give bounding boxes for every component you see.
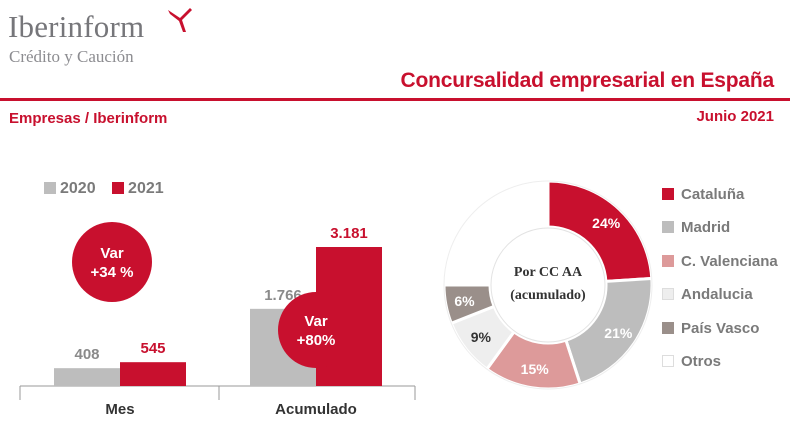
pie-legend-label: Otros (681, 352, 722, 370)
pie-legend-item: Otros (662, 353, 778, 386)
pie-legend-item: Madrid (662, 219, 778, 252)
legend-label-2020: 2020 (60, 180, 96, 197)
pie-outline (443, 180, 653, 390)
pie-legend-swatch (662, 288, 674, 301)
pie-legend-swatch (662, 354, 674, 367)
bar-2020-mes (54, 368, 120, 386)
pie-legend-item: C. Valenciana (662, 253, 778, 286)
legend-swatch-2020 (44, 182, 56, 194)
pie-legend-item: Cataluña (662, 186, 778, 219)
legend-item-2021: 2021 (112, 180, 164, 197)
variation-badge-title: Var (304, 313, 328, 330)
pie-legend-label: Cataluña (681, 186, 745, 203)
legend-item-2020: 2020 (44, 180, 100, 197)
brand-name: Iberinform (8, 9, 145, 44)
red-arrow-mark-icon (168, 8, 192, 32)
pie-center-label: Por CC AA (514, 265, 583, 280)
variation-badge-title: Var (100, 245, 124, 262)
bar-value-label: 408 (74, 346, 99, 363)
report-title: Concursalidad empresarial en España (400, 69, 775, 92)
bar-2021-mes (120, 362, 186, 386)
bar-legend: 2020 2021 (44, 180, 176, 198)
variation-badge (278, 292, 354, 368)
pie-legend-swatch (662, 321, 674, 334)
brand-subtitle: Crédito y Caución (9, 47, 134, 66)
pie-legend-label: C. Valenciana (681, 252, 778, 270)
legend-label-2021: 2021 (128, 180, 164, 197)
pie-center-label: (acumulado) (510, 288, 586, 303)
pie-legend-label: Madrid (681, 219, 731, 237)
period-label: Junio 2021 (696, 108, 774, 125)
x-tick-label: Acumulado (275, 401, 357, 418)
source-label: Empresas / Iberinform (9, 110, 168, 127)
variation-badge (72, 222, 152, 302)
bar-value-label: 545 (140, 340, 165, 357)
pie-legend-label: País Vasco (681, 319, 760, 337)
pie-legend: Cataluña Madrid C. Valenciana Andalucia País… (662, 186, 778, 386)
x-tick-label: Mes (105, 401, 134, 418)
variation-badge-value: +80% (297, 332, 336, 349)
pie-slice-label: 9% (471, 329, 492, 345)
pie-center (490, 227, 606, 343)
pie-legend-swatch (662, 254, 674, 267)
pie-legend-item: País Vasco (662, 320, 778, 353)
pie-legend-swatch (662, 221, 674, 234)
pie-slice-label: 15% (521, 361, 550, 377)
pie-slice-label: 6% (454, 293, 475, 309)
pie-slice-label: 24% (592, 215, 621, 231)
bar-value-label: 1.766 (264, 287, 302, 304)
title-divider (0, 98, 790, 101)
pie-legend-swatch (662, 188, 674, 200)
bar-value-label: 3.181 (330, 225, 368, 242)
pie-legend-label: Andalucia (681, 286, 753, 304)
legend-swatch-2021 (112, 182, 125, 194)
pie-slice-label: 21% (604, 325, 633, 341)
variation-badge-value: +34 % (91, 264, 134, 281)
pie-legend-item: Andalucia (662, 286, 778, 319)
